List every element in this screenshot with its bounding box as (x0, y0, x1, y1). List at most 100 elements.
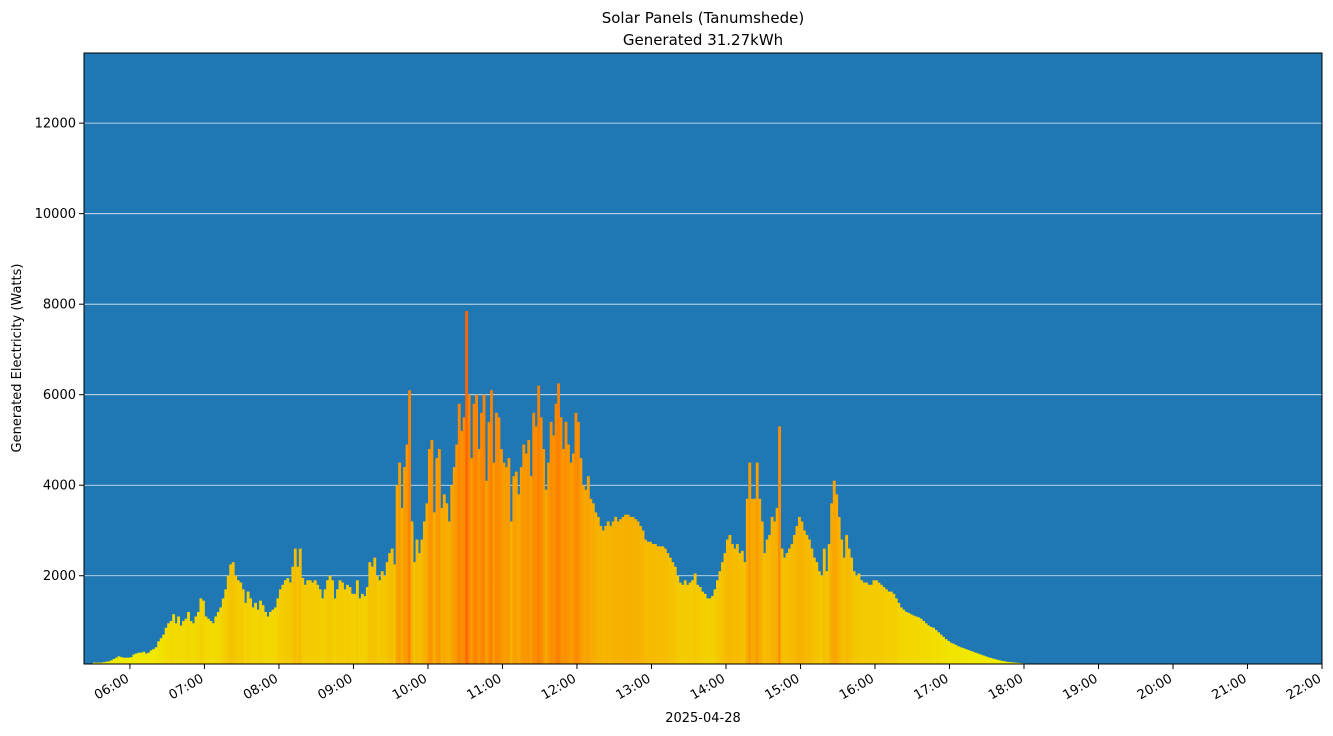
bar (964, 649, 968, 664)
bar (127, 657, 131, 664)
bar (393, 564, 397, 664)
bar (842, 557, 846, 664)
bar (862, 582, 866, 664)
x-tick-label: 16:00 (837, 671, 877, 703)
x-tick-label: 08:00 (241, 671, 281, 703)
x-tick-label: 13:00 (614, 671, 654, 703)
bar (420, 539, 424, 664)
bar (614, 516, 618, 664)
bar (157, 641, 161, 664)
bar (308, 580, 312, 664)
bar (733, 548, 737, 664)
bar (273, 607, 277, 664)
bar (110, 660, 113, 664)
bar (316, 584, 320, 664)
bar (594, 512, 598, 664)
bar (115, 657, 118, 664)
bar (293, 548, 297, 664)
bar (899, 607, 903, 664)
bar (974, 652, 978, 664)
bar (321, 598, 325, 664)
bar (229, 564, 233, 664)
bar (152, 649, 156, 664)
bar (445, 503, 449, 664)
bar (604, 525, 608, 664)
bar (745, 498, 749, 664)
bar (651, 544, 655, 664)
plot-background (84, 53, 1322, 664)
bar (631, 516, 635, 664)
bar (827, 544, 831, 664)
bar (892, 593, 896, 664)
bar (897, 602, 901, 664)
bar (788, 548, 791, 664)
bar (336, 589, 339, 664)
bar (676, 575, 680, 664)
bar (522, 444, 526, 664)
bar (120, 657, 123, 664)
x-axis: 06:00 07:00 08:00 09:00 10:00 11:00 12:00 13:00… (92, 664, 1324, 703)
bar (410, 521, 414, 664)
bar (954, 644, 958, 664)
bar (855, 575, 858, 664)
bar (134, 653, 138, 664)
bar (725, 539, 729, 664)
bar (430, 439, 434, 664)
bar (708, 598, 712, 664)
bar (991, 658, 995, 664)
bar (586, 476, 590, 664)
bar (753, 498, 757, 664)
bar (904, 611, 908, 664)
bar (509, 521, 513, 664)
bar (802, 530, 806, 664)
chart-title: Solar Panels (Tanumshede) (602, 9, 805, 27)
bar (378, 580, 382, 664)
bar (927, 625, 931, 664)
bar (383, 575, 387, 664)
bar (914, 616, 918, 664)
bar (961, 648, 965, 664)
bar (373, 557, 377, 664)
bar (137, 652, 141, 664)
bar (686, 584, 690, 664)
bar (785, 553, 789, 664)
bar (532, 412, 536, 664)
x-tick-label: 10:00 (390, 671, 430, 703)
bar (889, 591, 893, 664)
bar (199, 598, 203, 664)
bar (278, 589, 282, 664)
bar (770, 516, 774, 664)
bar (728, 535, 732, 664)
bar (542, 449, 546, 664)
bar (949, 642, 953, 664)
bar (403, 467, 407, 664)
bar (755, 462, 759, 664)
bar (564, 421, 568, 664)
x-tick-label: 21:00 (1210, 671, 1250, 703)
bar (981, 655, 985, 664)
bar (343, 589, 347, 664)
bar (211, 623, 215, 664)
bar (259, 600, 262, 664)
bar (641, 530, 645, 664)
bar (956, 646, 960, 664)
bar (497, 417, 501, 664)
bar (209, 621, 213, 664)
bar (266, 616, 270, 664)
bar (634, 519, 637, 664)
bar (840, 539, 844, 664)
bar (576, 421, 580, 664)
bar (475, 394, 479, 664)
bar (691, 580, 695, 664)
bar (547, 462, 551, 664)
bar (894, 598, 898, 664)
bar (688, 582, 692, 664)
bar (122, 657, 126, 664)
bar (919, 618, 923, 664)
bar (214, 616, 218, 664)
bar (822, 548, 826, 664)
bar (721, 562, 724, 664)
bar (800, 521, 804, 664)
bar (996, 659, 1000, 664)
x-tick-label: 07:00 (166, 671, 206, 703)
